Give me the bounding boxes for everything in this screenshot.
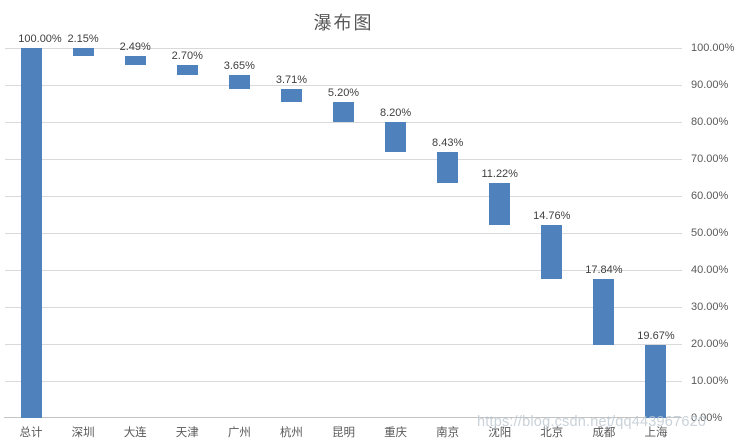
bar-value-label: 2.15% — [67, 33, 99, 45]
x-axis-label: 沈阳 — [488, 427, 512, 439]
x-axis-label: 广州 — [227, 427, 251, 439]
plot-area — [5, 48, 682, 418]
x-axis-label: 总计 — [19, 427, 43, 439]
gridline-30 — [5, 307, 682, 308]
chart-title: 瀑布图 — [313, 13, 374, 33]
y-axis-label: 50.00% — [691, 227, 729, 239]
y-axis-label: 70.00% — [691, 153, 729, 165]
y-axis-label: 60.00% — [691, 190, 729, 202]
y-axis-label: 20.00% — [691, 338, 729, 350]
bar-value-label: 14.76% — [533, 209, 571, 222]
x-axis-label: 南京 — [436, 427, 460, 439]
bar-13 — [645, 345, 667, 418]
bar-9 — [437, 151, 459, 184]
y-axis-label: 90.00% — [691, 79, 729, 91]
x-axis-label: 成都 — [592, 427, 616, 439]
bar-5 — [228, 75, 250, 89]
x-axis-label: 天津 — [175, 427, 199, 439]
y-axis-label: 10.00% — [691, 375, 729, 387]
bar-10 — [489, 183, 511, 225]
gridline-80 — [5, 122, 682, 123]
y-axis-label: 80.00% — [691, 116, 729, 128]
bar-value-label: 8.43% — [432, 136, 464, 149]
bar-value-label: 11.22% — [481, 168, 518, 181]
gridline-10 — [5, 381, 682, 382]
x-axis-label: 杭州 — [279, 427, 303, 439]
bar-value-label: 100.00% — [18, 33, 62, 45]
x-axis-label: 北京 — [540, 427, 564, 439]
gridline-100 — [5, 48, 682, 49]
bar-4 — [176, 65, 198, 76]
x-axis-label: 重庆 — [384, 427, 408, 439]
gridline-60 — [5, 196, 682, 197]
y-axis-label: 30.00% — [691, 301, 729, 313]
watermark: https://blog.csdn.net/qq443967620 — [477, 414, 707, 430]
bar-value-label: 5.20% — [327, 87, 360, 100]
y-axis-label: 40.00% — [691, 264, 729, 276]
y-axis-label: 0.00% — [691, 412, 723, 424]
bar-value-label: 2.49% — [119, 40, 151, 53]
x-axis-line — [4, 417, 682, 418]
x-axis-label: 上海 — [644, 427, 668, 439]
bar-2 — [72, 48, 94, 56]
bar-value-label: 3.65% — [223, 60, 255, 73]
gridline-70 — [5, 159, 682, 160]
x-axis-label: 深圳 — [71, 427, 95, 439]
bar-value-label: 19.67% — [637, 330, 675, 343]
bar-11 — [541, 224, 563, 280]
bar-6 — [280, 88, 302, 103]
bar-1 — [20, 48, 42, 418]
x-axis-label: 昆明 — [332, 427, 355, 439]
gridline-90 — [5, 85, 682, 86]
y-axis-label: 100.00% — [691, 42, 735, 54]
bar-value-label: 3.71% — [275, 73, 308, 86]
bar-value-label: 17.84% — [585, 264, 623, 277]
gridline-40 — [5, 270, 682, 271]
gridline-50 — [5, 233, 682, 234]
bar-value-label: 8.20% — [379, 106, 412, 119]
x-axis-label: 大连 — [123, 427, 147, 439]
bar-7 — [333, 102, 354, 122]
bar-value-label: 2.70% — [171, 50, 203, 63]
bar-3 — [124, 55, 146, 66]
bar-12 — [593, 279, 615, 346]
bar-8 — [385, 121, 407, 152]
gridline-20 — [5, 344, 682, 345]
